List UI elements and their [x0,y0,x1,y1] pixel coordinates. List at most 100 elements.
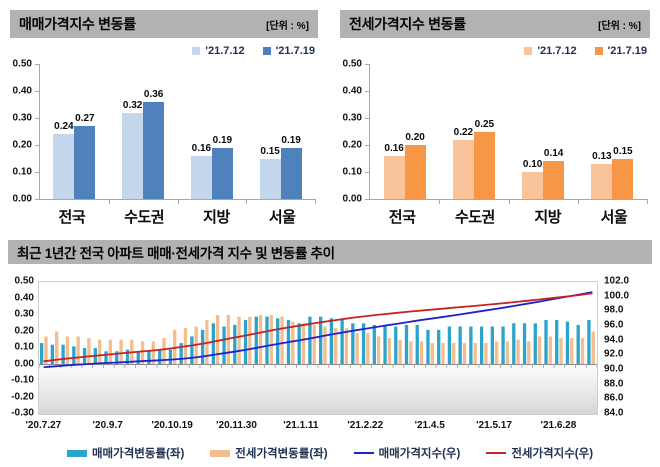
trend-bar [248,316,252,365]
trend-bar [512,323,516,365]
legend-label: '21.7.19 [275,45,315,57]
x-axis-tick-label: '21.5.17 [476,420,512,431]
trend-bar [591,331,595,365]
legend-label: '21.7.12 [537,45,577,57]
y-axis-tick-mark [365,91,370,92]
trend-chart-title: 최근 1년간 전국 아파트 매매·전세가격 지수 및 변동률 추이 [17,246,335,261]
legend-item: 매매가격변동률(좌) [66,445,184,461]
y-axis-tick-label: 0.20 [342,139,362,151]
trend-bar [548,336,552,365]
legend-label: '21.7.12 [205,45,245,57]
trend-bar [351,323,355,365]
x-axis-tick-label: '21.2.22 [347,420,384,431]
y-axis-tick-mark [365,145,370,146]
category-label: 서울 [268,209,296,226]
bar [190,155,212,199]
bar-value-label: 0.19 [212,134,233,146]
trend-bar [415,324,419,365]
trend-bar [44,336,48,365]
category-label: 전국 [58,209,86,226]
bar-value-label: 0.19 [281,134,301,146]
category-label: 지방 [534,209,562,226]
trend-bar [162,338,166,365]
right-axis-tick-label: 92.0 [604,348,624,360]
legend-item: 매매가격지수(우) [353,445,460,461]
trend-bar [462,343,467,365]
trend-bar [140,341,145,365]
trend-bar [505,341,510,365]
x-axis-tick-label: '20.10.19 [151,420,193,431]
bar-column: 0.27 [74,64,96,199]
bar [74,126,96,199]
trend-bar [211,323,215,365]
trend-bar [190,336,194,365]
trend-bar [243,319,248,365]
trend-bar [50,344,55,365]
x-axis-tick-label: '20.7.27 [25,420,62,431]
bar [383,155,405,199]
sale-chart-y-axis: 0.50 0.40 0.30 0.20 0.10 0.00 [10,59,34,205]
bar-column: 0.22 [452,64,474,199]
trend-bar [323,326,327,365]
trend-bar [537,336,542,365]
bar-value-label: 0.36 [143,88,164,100]
bar [543,161,565,199]
x-axis-tick-mark [108,199,110,204]
trend-bar [522,323,527,365]
trend-bar [479,326,484,365]
bar [473,131,495,199]
y-axis-tick-label: 0.10 [12,166,32,178]
bar-value-label: 0.14 [543,148,564,160]
sale-chart-plot: 0.24 0.27 0.32 0.36 0.16 0.19 0.15 0.19 [35,64,316,204]
sale-chart-category-axis: 전국 수도권 지방 서울 [39,206,315,227]
bar [452,139,474,199]
right-axis-tick-label: 102.0 [604,275,630,287]
trend-bar [291,321,295,365]
bar-value-label: 0.16 [384,142,404,154]
trend-bar [215,315,220,365]
trend-bar [55,331,59,365]
jeonse-chart-y-axis: 0.50 0.40 0.30 0.20 0.10 0.00 [340,59,364,205]
jeonse-chart-plot: 0.16 0.20 0.22 0.25 0.10 0.14 0.13 0.15 [365,64,648,204]
right-axis-tick-label: 84.0 [604,407,624,419]
y-axis-tick-mark [35,199,40,200]
x-axis-tick-label: '21.6.28 [540,420,577,431]
bar-column: 0.36 [143,64,165,199]
trend-bar [301,323,306,365]
trend-bar [576,324,580,365]
bar [591,163,613,199]
bar-column: 0.13 [591,64,613,199]
x-axis-tick-mark [508,199,510,204]
bar-value-label: 0.32 [122,99,143,111]
trend-plot [38,281,598,415]
trend-bar [458,326,462,365]
trend-bar [366,333,370,365]
legend-bar-swatch-icon [210,449,231,457]
bar-value-label: 0.10 [522,159,543,170]
jeonse-chart-unit-label: [단위 : %] [598,20,641,32]
trend-bar [340,319,344,365]
category-label: 수도권 [454,209,495,226]
y-axis-tick-label: 0.30 [342,112,362,124]
trend-bar [355,333,359,365]
legend-label: 전세가격지수(우) [511,448,594,460]
sale-chart-title: 매매가격지수 변동률 [19,16,136,32]
trend-bar [376,336,381,365]
category-label: 전국 [388,209,416,226]
trend-bar [544,319,548,365]
bar [612,158,634,199]
trend-bar [233,324,237,365]
bar-group: 0.15 0.19 [259,64,302,199]
trend-bar [97,339,102,365]
trend-bar [147,351,151,365]
trend-plot-svg [38,291,598,368]
y-axis-tick-mark [35,118,40,119]
bar-group: 0.10 0.14 [522,64,565,199]
right-axis-tick-label: 88.0 [604,378,624,390]
bar [53,134,75,199]
trend-bar [158,349,162,365]
bar-column: 0.16 [190,64,212,199]
sale-chart-legend: '21.7.12 '21.7.19 [192,45,315,57]
x-axis-tick-label: '21.4.5 [414,420,445,431]
